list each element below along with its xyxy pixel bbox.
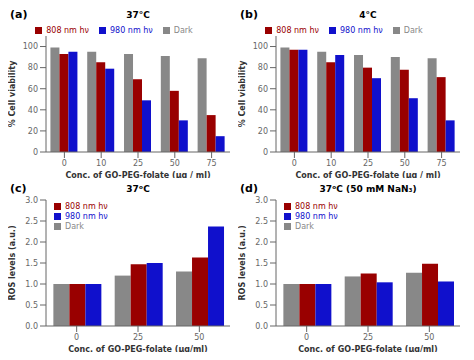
svg-text:75: 75 [437,159,447,168]
svg-text:25: 25 [133,333,143,342]
svg-text:2.5: 2.5 [255,217,268,226]
svg-text:0: 0 [304,333,309,342]
html-text:980 nm hν: 980 nm hν [65,212,108,221]
svg-text:0.0: 0.0 [25,322,38,331]
html-text:(a): (a) [10,8,28,21]
svg-text:60: 60 [258,85,268,94]
svg-text:% Cell viability: % Cell viability [238,60,247,128]
svg-text:2.0: 2.0 [255,238,268,247]
svg-text:ROS levels (a.u.): ROS levels (a.u.) [238,225,247,300]
svg-text:2.0: 2.0 [25,238,38,247]
html-text:808 nm hν: 808 nm hν [46,26,89,35]
svg-text:% Cell viability: % Cell viability [8,60,17,128]
html-text:808 nm hν: 808 nm hν [295,202,338,211]
html-text:980 nm hν: 980 nm hν [340,26,383,35]
svg-text:20: 20 [258,127,268,136]
html-text:Dark: Dark [403,26,423,35]
svg-text:Conc. of GO-PEG-folate (μg/ml): Conc. of GO-PEG-folate (μg/ml) [298,345,438,352]
svg-text:0: 0 [292,159,297,168]
svg-text:Conc. of GO-PEG-folate (μg / m: Conc. of GO-PEG-folate (μg / ml) [65,171,210,178]
html-text:(b): (b) [240,8,258,21]
svg-text:3.0: 3.0 [255,196,268,205]
svg-text:25: 25 [363,159,373,168]
html-text:(c): (c) [10,182,27,195]
svg-text:20: 20 [28,127,38,136]
svg-text:50: 50 [170,159,180,168]
html-text:808 nm hν: 808 nm hν [65,202,108,211]
svg-text:1.0: 1.0 [255,280,268,289]
svg-text:75: 75 [207,159,217,168]
svg-text:0: 0 [263,148,268,157]
svg-text:0.5: 0.5 [25,301,38,310]
html-text:980 nm hν: 980 nm hν [110,26,153,35]
svg-text:80: 80 [258,63,268,72]
svg-text:1.5: 1.5 [255,259,268,268]
svg-text:Conc. of GO-PEG-folate (μg / m: Conc. of GO-PEG-folate (μg / ml) [295,171,440,178]
svg-text:100: 100 [253,42,268,51]
svg-text:2.5: 2.5 [25,217,38,226]
html-text:37ᵒC (50 mM NaN₃): 37ᵒC (50 mM NaN₃) [319,184,417,194]
svg-text:50: 50 [400,159,410,168]
html-text:Dark: Dark [173,26,193,35]
svg-text:0: 0 [74,333,79,342]
html-text:808 nm hν: 808 nm hν [276,26,319,35]
html-text:4°C: 4°C [359,10,377,20]
svg-text:50: 50 [424,333,434,342]
svg-text:100: 100 [23,42,38,51]
svg-text:10: 10 [326,159,336,168]
html-text:Dark: Dark [295,222,314,231]
svg-text:40: 40 [28,106,38,115]
svg-text:0: 0 [62,159,67,168]
html-text:980 nm hν: 980 nm hν [295,212,338,221]
svg-text:25: 25 [363,333,373,342]
svg-text:0.5: 0.5 [255,301,268,310]
svg-text:ROS levels (a.u.): ROS levels (a.u.) [8,225,17,300]
html-text:37ᵒC: 37ᵒC [126,184,150,194]
svg-text:1.5: 1.5 [25,259,38,268]
html-text:Dark: Dark [65,222,84,231]
svg-text:40: 40 [258,106,268,115]
svg-text:Conc. of GO-PEG-folate (μg/ml): Conc. of GO-PEG-folate (μg/ml) [68,345,208,352]
svg-text:0: 0 [33,148,38,157]
svg-text:10: 10 [96,159,106,168]
svg-text:50: 50 [194,333,204,342]
svg-text:3.0: 3.0 [25,196,38,205]
svg-text:1.0: 1.0 [25,280,38,289]
html-text:(d): (d) [240,182,258,195]
html-text:37°C: 37°C [126,10,150,20]
svg-text:60: 60 [28,85,38,94]
svg-text:25: 25 [133,159,143,168]
svg-text:0.0: 0.0 [255,322,268,331]
svg-text:80: 80 [28,63,38,72]
